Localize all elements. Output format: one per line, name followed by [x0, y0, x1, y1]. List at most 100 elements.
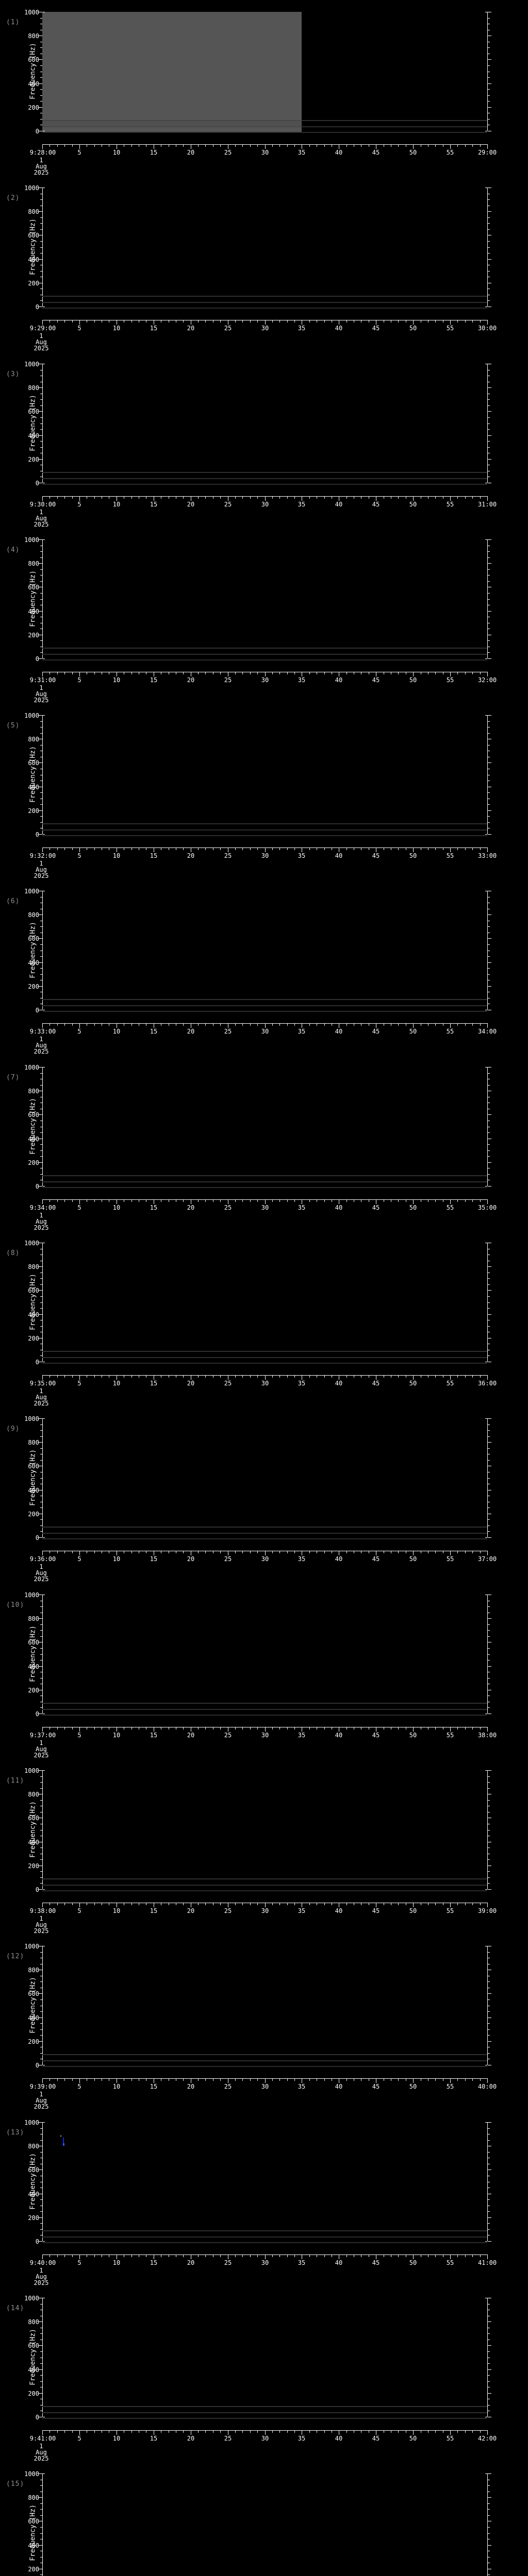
y-axis-title: Frequency (Hz)	[29, 2504, 37, 2561]
y-tick	[488, 423, 490, 424]
x-tick	[235, 320, 236, 323]
x-tick-label: 25	[224, 676, 232, 684]
x-tick	[205, 145, 206, 147]
x-tick	[183, 2079, 184, 2081]
y-axis-end-nub	[43, 1186, 45, 1187]
x-tick-label: 50	[409, 2435, 417, 2442]
x-tick	[198, 2079, 199, 2081]
y-tick	[40, 223, 42, 224]
y-tick	[40, 1999, 42, 2000]
interference-line	[42, 484, 487, 485]
x-tick	[346, 1376, 347, 1378]
x-tick-label: 40	[335, 325, 343, 332]
x-tick	[94, 1551, 95, 1553]
x-tick-label: 30	[261, 149, 269, 156]
panel-number: (7)	[6, 1074, 20, 1081]
spectrogram-panel: (2) Frequency (Hz) 1000 800 600 400 200 0 9:29…	[0, 176, 528, 352]
y-tick	[488, 417, 490, 418]
plot-area	[42, 2298, 487, 2417]
y-tick	[488, 107, 491, 108]
x-tick	[346, 320, 347, 323]
x-tick	[72, 145, 73, 147]
x-tick	[265, 1727, 266, 1732]
x-tick	[324, 145, 325, 147]
y-tick	[488, 2515, 490, 2516]
y-tick	[488, 1618, 491, 1619]
x-tick-label: 15	[150, 1204, 158, 1211]
date-line: 1	[39, 1739, 43, 1747]
x-tick	[272, 1727, 273, 1730]
y-tick	[40, 2229, 42, 2230]
y-tick	[40, 1952, 42, 1953]
x-tick-label: 35	[298, 1555, 306, 1563]
x-tick	[57, 848, 58, 850]
y-tick-label: 800	[28, 384, 39, 392]
date-line: 2025	[34, 1224, 49, 1231]
x-tick	[183, 320, 184, 323]
y-tick	[488, 551, 490, 552]
date-line: 2025	[34, 1927, 49, 1935]
y-tick	[488, 1144, 490, 1145]
x-tick	[57, 672, 58, 674]
y-tick	[488, 1132, 490, 1133]
y-axis-title: Frequency (Hz)	[29, 43, 37, 99]
y-tick	[40, 2503, 42, 2504]
date-line: 1	[39, 1212, 43, 1219]
y-tick	[39, 2545, 42, 2546]
x-start-time-label: 9:40:00	[29, 2259, 56, 2266]
y-tick-label: 800	[28, 736, 39, 743]
x-tick	[435, 848, 436, 850]
y-tick	[39, 715, 42, 716]
x-tick	[57, 2079, 58, 2081]
x-tick-label: 25	[224, 1380, 232, 1387]
interference-line	[42, 1709, 487, 1710]
y-tick	[488, 1531, 490, 1532]
x-tick-label: 25	[224, 2259, 232, 2266]
y-tick	[488, 1448, 490, 1449]
panel-number: (8)	[6, 1249, 20, 1257]
y-tick	[488, 2053, 490, 2054]
x-tick-label: 40	[335, 1380, 343, 1387]
x-tick-label: 45	[372, 2083, 380, 2090]
x-tick-label: 20	[187, 1555, 195, 1563]
y-axis-end-nub	[485, 834, 487, 835]
y-tick	[488, 2497, 491, 2498]
y-tick	[488, 1519, 490, 1520]
x-tick	[487, 848, 488, 852]
y-tick-label: 200	[28, 632, 39, 639]
y-tick	[40, 1278, 42, 1279]
x-tick-label: 55	[446, 2259, 454, 2266]
y-tick	[40, 721, 42, 722]
x-tick	[57, 497, 58, 499]
x-tick	[309, 672, 310, 674]
x-tick	[64, 672, 65, 674]
y-tick	[488, 411, 491, 412]
y-axis-end-nub	[485, 715, 487, 716]
y-tick	[488, 77, 490, 78]
x-tick	[79, 497, 80, 501]
x-tick	[324, 672, 325, 674]
x-tick	[64, 1551, 65, 1553]
x-tick-label: 5	[77, 1380, 81, 1387]
y-tick	[40, 2140, 42, 2141]
y-tick	[40, 2363, 42, 2364]
x-tick	[346, 1551, 347, 1553]
x-tick	[272, 1200, 273, 1202]
x-tick	[465, 1376, 466, 1378]
y-tick	[488, 1889, 491, 1890]
x-tick	[480, 320, 481, 323]
x-tick	[235, 1024, 236, 1026]
date-line: 2025	[34, 697, 49, 704]
y-axis-end-nub	[485, 1186, 487, 1187]
x-tick	[346, 848, 347, 850]
y-tick-label: 0	[35, 303, 39, 311]
x-tick	[94, 1903, 95, 1905]
y-tick	[40, 441, 42, 442]
x-tick	[205, 1551, 206, 1553]
interference-line	[42, 659, 487, 660]
x-tick	[435, 145, 436, 147]
y-tick	[488, 1174, 490, 1175]
y-tick	[39, 2041, 42, 2042]
x-tick	[287, 145, 288, 147]
x-tick	[235, 1727, 236, 1730]
